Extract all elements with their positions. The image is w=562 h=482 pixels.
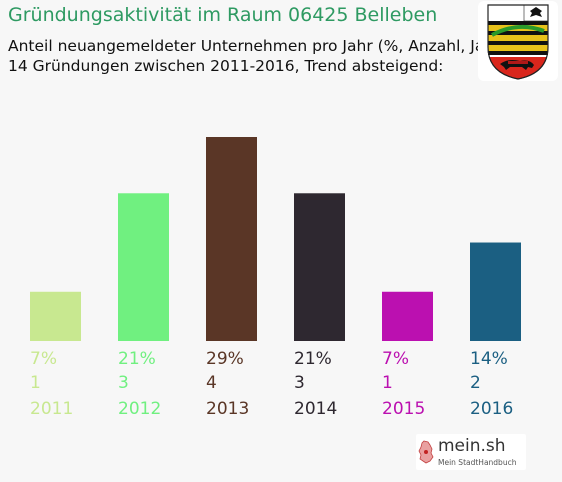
year-label-2015: 2015 bbox=[382, 399, 425, 419]
chart-title: Gründungsaktivität im Raum 06425 Bellebe… bbox=[8, 4, 438, 26]
subtitle-line-1: Anteil neuangemeldeter Unternehmen pro J… bbox=[8, 37, 507, 55]
percent-label-2012: 21% bbox=[118, 349, 156, 369]
bar-2015 bbox=[382, 291, 433, 341]
bar-2016 bbox=[470, 242, 521, 341]
count-label-2012: 3 bbox=[118, 373, 129, 393]
year-label-2012: 2012 bbox=[118, 399, 161, 419]
brand-name: mein.sh bbox=[438, 436, 506, 456]
count-label-2016: 2 bbox=[470, 373, 481, 393]
chart-subtitle: Anteil neuangemeldeter Unternehmen pro J… bbox=[8, 36, 507, 76]
brand-tagline: Mein StadtHandbuch bbox=[438, 458, 517, 467]
year-label-2016: 2016 bbox=[470, 399, 513, 419]
bar-2014 bbox=[294, 193, 345, 341]
coat-of-arms-icon bbox=[478, 1, 558, 81]
percent-label-2013: 29% bbox=[206, 349, 244, 369]
year-label-2011: 2011 bbox=[30, 399, 73, 419]
bar-2013 bbox=[206, 137, 257, 341]
bar-2011 bbox=[30, 291, 81, 341]
count-label-2013: 4 bbox=[206, 373, 217, 393]
count-label-2015: 1 bbox=[382, 373, 393, 393]
year-label-2014: 2014 bbox=[294, 399, 337, 419]
germany-map-icon bbox=[418, 440, 434, 464]
count-label-2014: 3 bbox=[294, 373, 305, 393]
count-label-2011: 1 bbox=[30, 373, 41, 393]
year-label-2013: 2013 bbox=[206, 399, 249, 419]
subtitle-line-2: 14 Gründungen zwischen 2011-2016, Trend … bbox=[8, 57, 444, 75]
percent-label-2015: 7% bbox=[382, 349, 409, 369]
brand-badge[interactable]: mein.sh Mein StadtHandbuch bbox=[416, 434, 526, 470]
percent-label-2014: 21% bbox=[294, 349, 332, 369]
percent-label-2011: 7% bbox=[30, 349, 57, 369]
percent-label-2016: 14% bbox=[470, 349, 508, 369]
bar-2012 bbox=[118, 193, 169, 341]
